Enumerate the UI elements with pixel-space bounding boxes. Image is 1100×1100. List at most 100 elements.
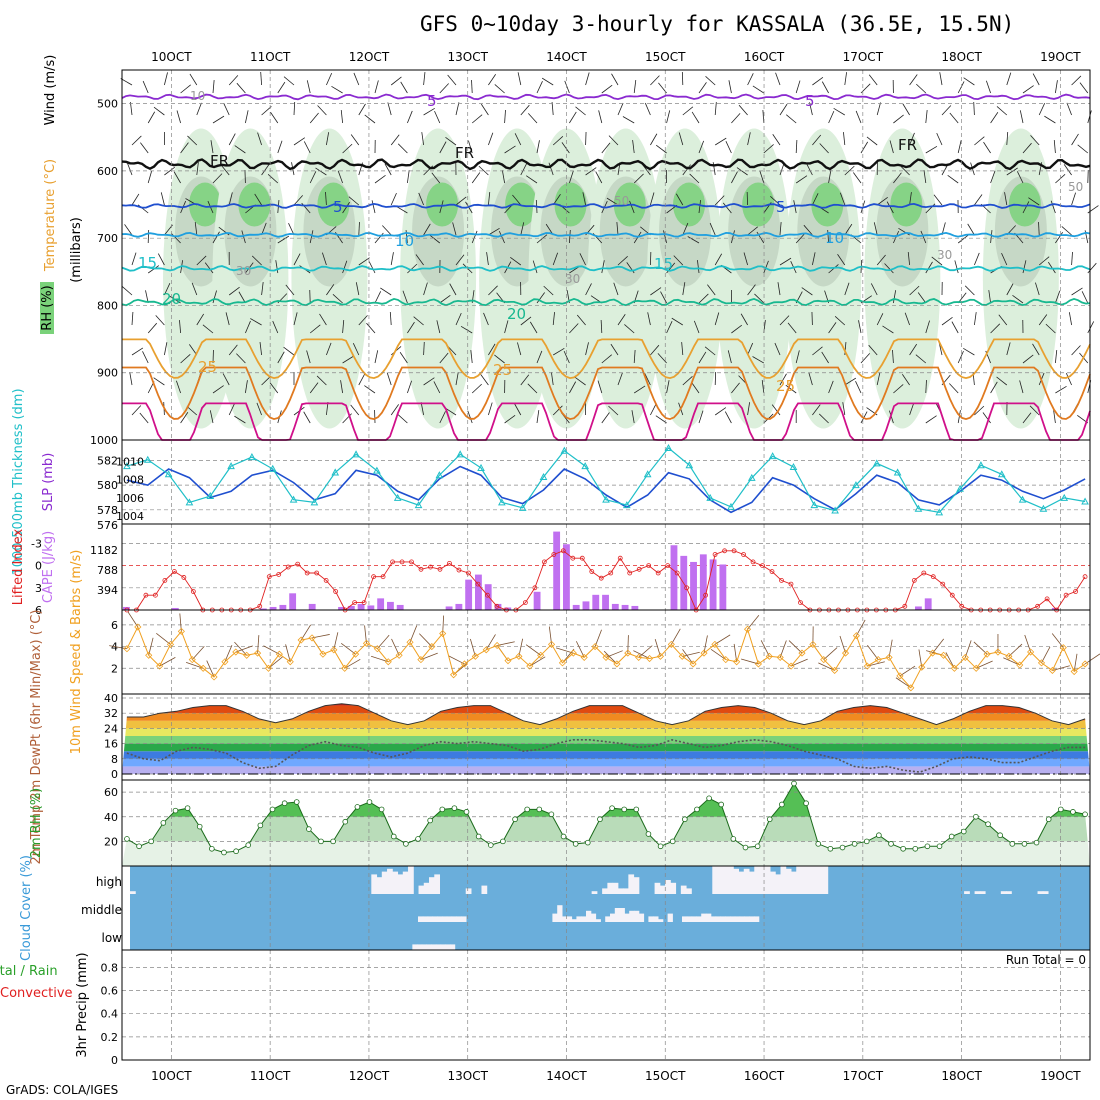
wind-barb [812,134,822,146]
wind-barb [601,354,613,364]
wind-barb [402,290,408,304]
wind-barb [925,110,928,124]
wind-barb [957,234,969,244]
wind10m-marker [221,658,229,666]
cloud-cell-middle [581,916,587,922]
wind-barb [837,253,846,266]
wind-barb [228,192,233,206]
wind-barb [777,282,781,296]
wind-barb [283,76,295,86]
cloud-cell-high [591,891,598,894]
li-marker [371,574,376,580]
rh-band [122,816,1090,842]
wind-barb [317,105,327,116]
wind-barb [967,223,975,236]
wind10m-marker [863,662,871,670]
wind-barb [1087,205,1099,214]
wind10m-marker [591,643,599,651]
temp-band [122,743,1090,752]
wind-barb [957,140,962,154]
wind-barb [1006,72,1012,86]
wind-barb-10m [976,660,993,669]
wind-barb [601,142,611,154]
x-tick-bottom: 10OCT [151,1069,192,1083]
wind-barb [868,74,878,86]
rh-marker [803,800,809,807]
wind-barb [1038,256,1050,266]
wind-barb [795,175,808,184]
li-marker [418,566,424,572]
wind-barb [536,140,540,154]
wind-barb [470,350,473,364]
wind-barb [714,102,717,116]
wind-barb [1055,290,1061,304]
wind-barb [624,324,635,334]
wind-barb [608,405,619,416]
wind-barb [145,290,149,304]
rh-marker [318,838,324,845]
x-tick-top: 16OCT [744,50,785,64]
wind-barb [407,170,410,184]
rh2m-panel: 20 40 60 2m RH (%) [29,779,1091,867]
wind-barb [390,404,399,416]
wind-barb [707,284,716,296]
wind-barb [179,320,181,334]
y-tick-slp: 1004 [116,510,144,523]
wind-barb [893,230,900,244]
wind-barb [689,173,700,184]
wind10m-marker [1059,644,1067,652]
wind-barb [480,374,489,386]
wind10m-marker [156,662,164,670]
y-axis-label-rh2m: 2m RH (%) [29,788,44,859]
rh-marker [148,838,154,845]
li-marker [323,578,329,583]
wind10m-marker [841,649,850,657]
rh-marker [1033,839,1040,846]
rh-marker [621,806,627,813]
slp-marker [747,473,756,481]
rh-shade-green [238,182,271,227]
rh-marker [730,836,737,842]
temp-line [126,703,1086,726]
wind-barb [407,321,415,334]
wind-barb [1006,167,1018,176]
wind-barb [650,403,657,416]
wind10m-marker [754,660,762,668]
wind-barb [1081,291,1089,304]
cloud-cell-high [728,866,734,894]
wind-barb [876,254,886,266]
rh-marker [948,833,955,840]
x-tick-top: 17OCT [843,50,884,64]
wind-barb [808,372,813,386]
cloud-cell-high [806,866,813,894]
cloud-cell-middle [725,916,731,922]
wind-barb-10m [333,632,339,650]
wind-barb [598,110,603,124]
wind-barb [400,81,408,94]
rh-marker [306,826,312,832]
li-marker [712,552,718,557]
wind-barb [1055,231,1064,244]
wind-barb [269,382,279,394]
y-tick-slp: 1010 [116,456,144,469]
rh-marker [487,842,494,848]
wind-barb [827,230,829,244]
y-tick-rh: 20 [104,835,118,848]
wind-barb [272,320,279,334]
wind-barb [488,73,497,86]
wind-barb [752,85,765,94]
wind-barb [439,352,449,364]
wind10m-marker [896,672,904,680]
wind-barb [488,227,500,236]
wind-barb [1022,412,1032,424]
wind-barb [160,192,165,206]
wind10m-marker [210,673,218,681]
wind-barb [322,252,327,266]
wind-barb [486,252,489,266]
wind-barb [191,282,198,296]
cloud-cell-high [602,888,608,894]
wind-barb [787,322,797,334]
wind-barb [617,372,623,386]
wind-barb [390,192,397,206]
wind-barb [204,262,214,274]
